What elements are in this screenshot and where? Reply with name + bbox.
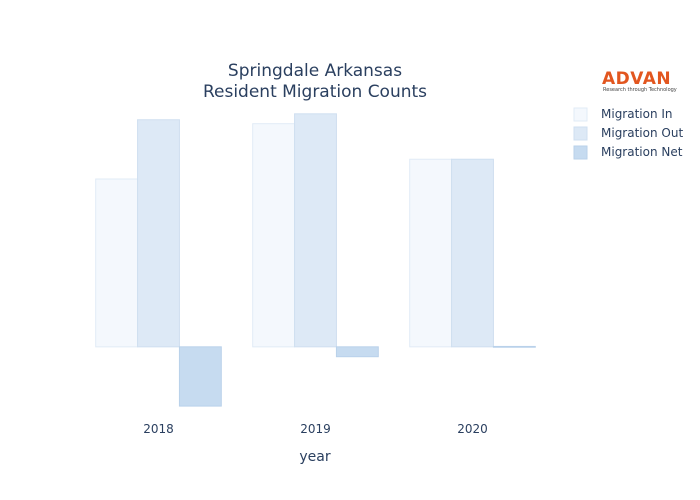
chart-title-line-1: Springdale Arkansas bbox=[228, 61, 402, 81]
bar-migration-in-2018[interactable] bbox=[95, 178, 139, 348]
x-tick-label-2018: 2018 bbox=[143, 422, 174, 436]
legend-label: Migration In bbox=[601, 107, 673, 121]
x-axis-title: year bbox=[299, 449, 330, 465]
bar-migration-in-2019[interactable] bbox=[252, 123, 296, 348]
legend-label: Migration Out bbox=[601, 126, 683, 140]
bars-group bbox=[95, 113, 536, 407]
legend-swatch bbox=[573, 126, 588, 141]
advan-logo: ADVAN Research through Technology bbox=[602, 69, 677, 93]
bar-migration-out-2018[interactable] bbox=[137, 119, 180, 348]
legend-label: Migration Net bbox=[601, 145, 683, 159]
chart-title-line-2: Resident Migration Counts bbox=[203, 82, 427, 102]
logo-tagline: Research through Technology bbox=[603, 87, 677, 93]
logo-wordmark: ADVAN bbox=[602, 69, 671, 89]
legend-swatch bbox=[573, 107, 588, 122]
bar-migration-out-2020[interactable] bbox=[451, 158, 494, 348]
legend-item-migration-in[interactable]: Migration In bbox=[573, 107, 673, 122]
legend-swatch bbox=[573, 145, 588, 160]
legend: Migration In Migration Out Migration Net bbox=[573, 107, 683, 160]
bar-migration-out-2019[interactable] bbox=[294, 113, 337, 348]
legend-item-migration-net[interactable]: Migration Net bbox=[573, 145, 683, 160]
bar-migration-net-2019[interactable] bbox=[335, 346, 379, 358]
x-tick-label-2019: 2019 bbox=[300, 422, 331, 436]
bar-migration-net-2018[interactable] bbox=[178, 346, 222, 407]
chart-title: Springdale Arkansas Resident Migration C… bbox=[203, 61, 427, 102]
bar-migration-net-2020[interactable] bbox=[492, 345, 536, 348]
bar-migration-in-2020[interactable] bbox=[409, 158, 453, 348]
legend-item-migration-out[interactable]: Migration Out bbox=[573, 126, 683, 141]
x-tick-labels: 2018 2019 2020 bbox=[143, 422, 488, 436]
x-tick-label-2020: 2020 bbox=[457, 422, 488, 436]
